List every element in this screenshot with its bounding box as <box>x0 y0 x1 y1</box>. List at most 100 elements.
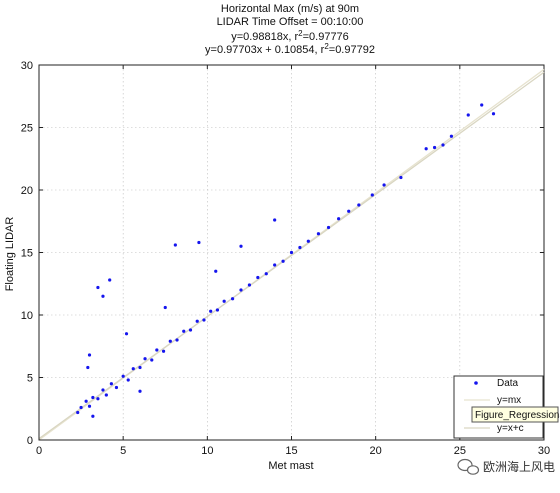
data-point <box>289 250 294 255</box>
data-point <box>399 175 403 180</box>
title-line-4-exponent: 2 <box>324 42 329 51</box>
data-point <box>101 388 105 392</box>
data-point <box>281 259 285 263</box>
data-point <box>449 134 454 138</box>
data-point <box>424 147 428 151</box>
x-axis-label: Met mast <box>268 460 313 472</box>
data-point <box>432 145 437 150</box>
watermark-text: 欧洲海上风电 <box>483 459 555 474</box>
data-series-points <box>76 103 496 418</box>
x-tick-label: 15 <box>285 445 297 457</box>
data-point <box>182 329 186 333</box>
tooltip-box <box>471 406 559 423</box>
data-point <box>337 217 341 221</box>
data-point <box>215 308 220 312</box>
data-point <box>239 244 243 248</box>
data-point <box>382 183 386 187</box>
data-point <box>247 283 252 287</box>
data-point <box>168 339 172 343</box>
data-point <box>96 397 100 401</box>
title-line-3: y=0.98818x, r2=0.97776 <box>231 29 349 43</box>
data-point <box>101 294 105 298</box>
data-point <box>114 385 119 390</box>
data-point <box>491 112 496 116</box>
data-point <box>173 243 177 247</box>
data-point <box>209 309 213 313</box>
tooltip-label: Figure_Regressions <box>475 410 560 421</box>
data-point <box>264 272 268 276</box>
y-tick-label: 15 <box>21 248 33 260</box>
data-point <box>161 349 166 353</box>
data-point <box>347 209 351 213</box>
data-point <box>138 389 142 393</box>
data-point <box>84 399 88 403</box>
data-point <box>79 405 83 410</box>
data-point <box>273 218 277 222</box>
data-point <box>138 365 142 370</box>
data-point <box>91 414 95 418</box>
data-point <box>104 393 108 397</box>
data-point <box>357 203 361 207</box>
data-point <box>108 278 112 282</box>
data-point <box>131 367 135 371</box>
title-line-1: Horizontal Max (m/s) at 90m <box>221 3 359 15</box>
watermark: 欧洲海上风电 <box>457 458 555 475</box>
tooltip: Figure_Regressions <box>471 406 560 423</box>
title-line-3-exponent: 2 <box>298 29 303 38</box>
data-point <box>188 328 193 332</box>
data-point <box>273 263 277 267</box>
wechat-bubble-small <box>466 465 480 475</box>
chart-title: Horizontal Max (m/s) at 90m LIDAR Time O… <box>205 3 375 56</box>
data-point <box>121 374 125 378</box>
wechat-bubble-large <box>457 458 473 472</box>
data-point <box>466 113 470 117</box>
legend-label-y-x-c: y=x+c <box>497 423 524 434</box>
data-point <box>96 285 100 290</box>
data-point <box>306 239 310 243</box>
data-point <box>195 319 199 323</box>
y-tick-label: 30 <box>21 60 33 72</box>
data-point <box>316 232 321 236</box>
data-point <box>91 395 95 400</box>
data-point <box>109 382 113 386</box>
x-tick-label: 20 <box>370 445 382 457</box>
data-point <box>222 299 226 303</box>
data-point <box>175 338 179 342</box>
x-axis-ticks: 0 5 10 15 20 25 30 <box>36 65 550 457</box>
data-point <box>143 357 147 361</box>
y-tick-label: 5 <box>27 373 33 385</box>
title-line-4-value: =0.97792 <box>329 44 375 56</box>
x-tick-label: 30 <box>538 445 550 457</box>
x-tick-label: 10 <box>201 445 213 457</box>
data-point <box>163 305 167 310</box>
y-axis-label: Floating LIDAR <box>4 217 16 292</box>
title-line-3-value: =0.97776 <box>303 31 349 43</box>
y-tick-label: 20 <box>21 185 33 197</box>
title-line-4-main: y=0.97703x + 0.10854, r <box>205 44 325 56</box>
data-point <box>150 358 154 362</box>
data-point <box>87 353 92 357</box>
data-point <box>214 269 218 273</box>
y-tick-label: 25 <box>21 123 33 135</box>
data-point <box>230 297 235 301</box>
y-tick-label: 10 <box>21 310 33 322</box>
data-point <box>239 288 243 292</box>
data-point <box>197 240 201 245</box>
y-tick-label: 0 <box>27 435 33 447</box>
data-point <box>126 378 130 382</box>
x-tick-label: 25 <box>454 445 466 457</box>
data-point <box>256 275 260 280</box>
x-tick-label: 0 <box>36 445 42 457</box>
y-axis-ticks: 0 5 10 15 20 25 30 <box>21 60 544 447</box>
data-point <box>480 103 484 107</box>
title-line-4: y=0.97703x + 0.10854, r2=0.97792 <box>205 42 375 56</box>
legend-marker-data <box>474 381 478 385</box>
data-point <box>441 143 445 147</box>
data-point <box>124 332 129 336</box>
data-point <box>86 365 90 370</box>
title-line-3-main: y=0.98818x, r <box>231 31 298 43</box>
legend-label-y-mx: y=mx <box>497 395 521 406</box>
wechat-icon <box>457 458 480 475</box>
data-point <box>326 225 331 230</box>
